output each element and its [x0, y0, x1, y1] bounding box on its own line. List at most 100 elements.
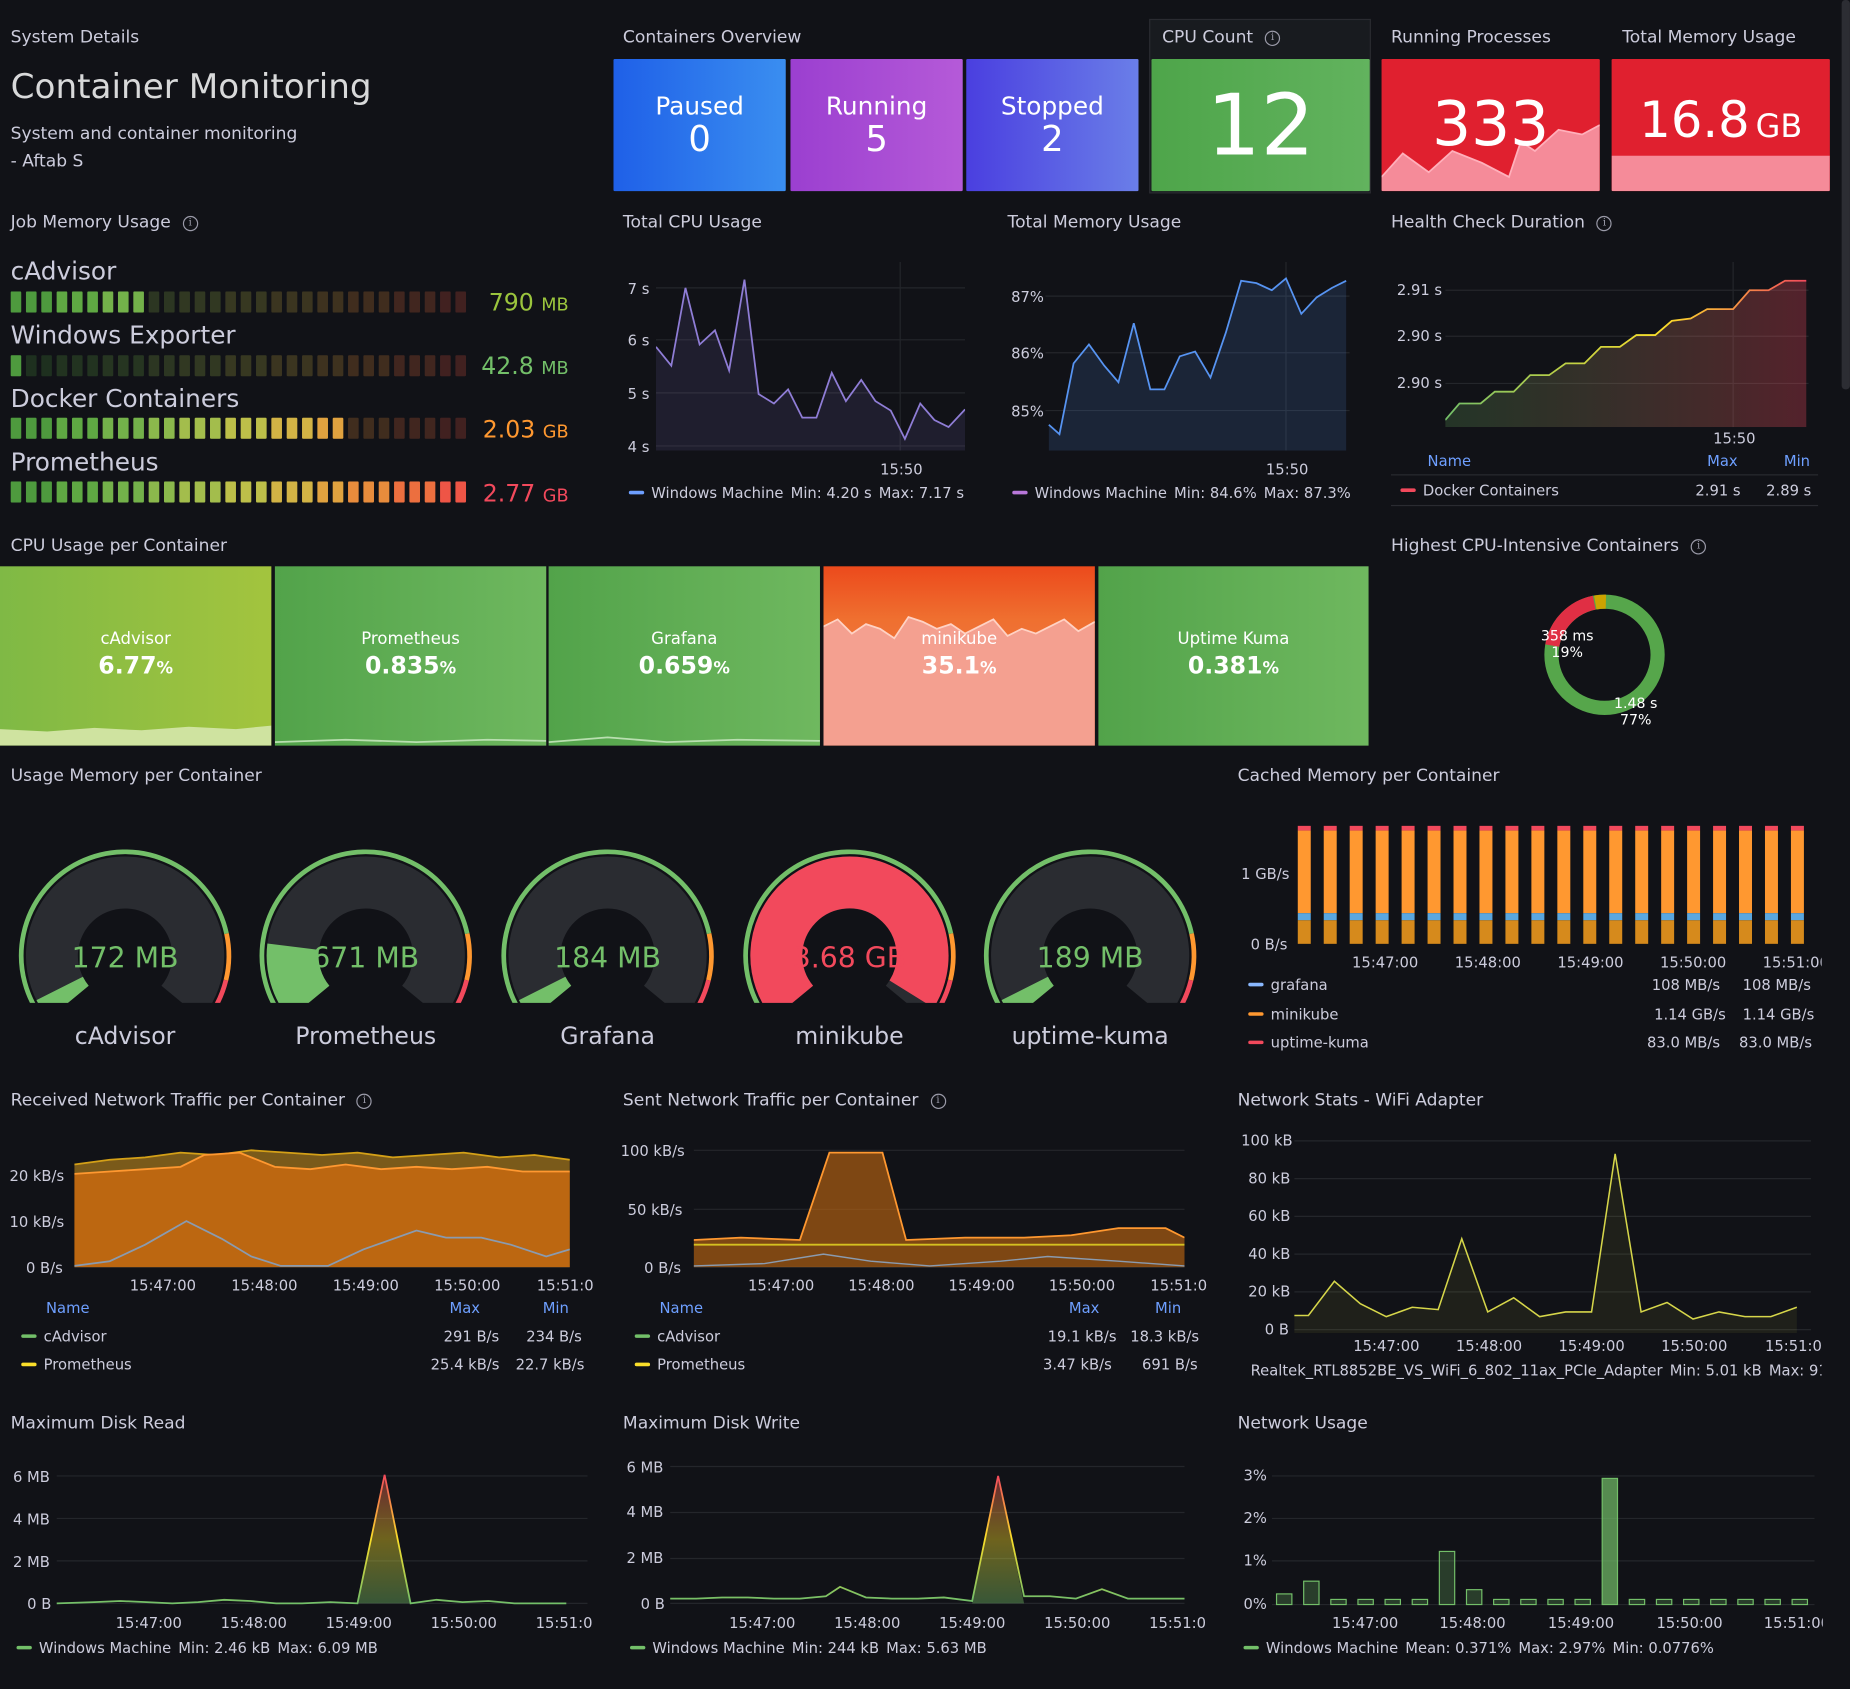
network-usage-bar[interactable]	[1493, 1598, 1510, 1606]
bar-grafana[interactable]	[1505, 913, 1519, 921]
bar-grafana[interactable]	[1583, 913, 1597, 921]
bar-minikube[interactable]	[1583, 830, 1597, 914]
network-usage-bar[interactable]	[1547, 1598, 1564, 1606]
bar-base[interactable]	[1297, 920, 1311, 944]
health-legend-row[interactable]: Docker Containers	[1400, 481, 1559, 499]
bar-grafana[interactable]	[1297, 913, 1311, 921]
col-name[interactable]: Name	[659, 1298, 704, 1317]
bar-base[interactable]	[1713, 920, 1727, 944]
bar-uptime-kuma[interactable]	[1427, 825, 1441, 831]
col-name[interactable]: Name	[1427, 451, 1472, 470]
bar-grafana[interactable]	[1635, 913, 1649, 921]
gauge-minikube[interactable]	[737, 838, 961, 1003]
bar-uptime-kuma[interactable]	[1349, 825, 1363, 831]
bar-base[interactable]	[1790, 920, 1804, 944]
bar-uptime-kuma[interactable]	[1609, 825, 1623, 831]
bar-grafana[interactable]	[1764, 913, 1778, 921]
network-usage-bar[interactable]	[1601, 1477, 1619, 1606]
bar-grafana[interactable]	[1401, 913, 1415, 921]
bar-minikube[interactable]	[1687, 830, 1701, 914]
recv-net-chart[interactable]	[74, 1139, 570, 1269]
bar-uptime-kuma[interactable]	[1505, 825, 1519, 831]
bar-grafana[interactable]	[1453, 913, 1467, 921]
bar-uptime-kuma[interactable]	[1583, 825, 1597, 831]
bar-base[interactable]	[1323, 920, 1337, 944]
col-min[interactable]: Min	[1155, 1298, 1182, 1317]
gauge-cadvisor[interactable]	[13, 838, 237, 1003]
sent-net-chart[interactable]	[693, 1139, 1185, 1269]
bar-uptime-kuma[interactable]	[1401, 825, 1415, 831]
bar-uptime-kuma[interactable]	[1453, 825, 1467, 831]
network-usage-bar[interactable]	[1628, 1598, 1646, 1606]
network-usage-bar[interactable]	[1438, 1550, 1456, 1606]
bar-grafana[interactable]	[1349, 913, 1363, 921]
tile-uptime-kuma[interactable]: Uptime Kuma 0.381%	[1098, 566, 1369, 746]
bar-uptime-kuma[interactable]	[1661, 825, 1675, 831]
total-cpu-legend[interactable]: Windows Machine Min: 4.20 s Max: 7.17 s	[628, 484, 964, 501]
gauge-prometheus[interactable]	[254, 838, 478, 1003]
col-max[interactable]: Max	[1707, 451, 1738, 470]
bar-grafana[interactable]	[1531, 913, 1545, 921]
tile-grafana[interactable]: Grafana 0.659%	[548, 566, 820, 746]
bar-minikube[interactable]	[1453, 830, 1467, 914]
bar-grafana[interactable]	[1479, 913, 1493, 921]
bar-base[interactable]	[1531, 920, 1545, 944]
bar-minikube[interactable]	[1609, 830, 1623, 914]
bar-minikube[interactable]	[1427, 830, 1441, 914]
info-icon[interactable]: i	[1264, 30, 1281, 46]
bar-minikube[interactable]	[1764, 830, 1778, 914]
stopped-stat[interactable]: Stopped 2	[966, 58, 1139, 192]
running-stat[interactable]: Running 5	[790, 58, 963, 192]
recv-row[interactable]: cAdvisor	[21, 1327, 107, 1345]
bar-minikube[interactable]	[1349, 830, 1363, 914]
network-usage-bar[interactable]	[1791, 1598, 1809, 1606]
network-usage-bar[interactable]	[1465, 1589, 1483, 1606]
bar-grafana[interactable]	[1739, 913, 1753, 921]
bar-base[interactable]	[1401, 920, 1415, 944]
network-usage-bar[interactable]	[1764, 1598, 1781, 1606]
bar-minikube[interactable]	[1297, 830, 1311, 914]
network-usage-bar[interactable]	[1357, 1598, 1374, 1606]
bar-base[interactable]	[1764, 920, 1778, 944]
cached-legend-row[interactable]: minikube	[1248, 1005, 1338, 1023]
bar-uptime-kuma[interactable]	[1297, 825, 1311, 831]
bar-grafana[interactable]	[1609, 913, 1623, 921]
bar-uptime-kuma[interactable]	[1557, 825, 1571, 831]
bar-base[interactable]	[1479, 920, 1493, 944]
disk-write-chart[interactable]	[670, 1457, 1185, 1610]
bar-uptime-kuma[interactable]	[1687, 825, 1701, 831]
bar-minikube[interactable]	[1401, 830, 1415, 914]
bar-base[interactable]	[1557, 920, 1571, 944]
bar-base[interactable]	[1635, 920, 1649, 944]
cached-legend-row[interactable]: grafana	[1248, 976, 1328, 993]
bar-uptime-kuma[interactable]	[1375, 825, 1389, 831]
disk-read-legend[interactable]: Windows Machine Min: 2.46 kB Max: 6.09 M…	[16, 1639, 378, 1656]
bar-base[interactable]	[1427, 920, 1441, 944]
total-memory-legend[interactable]: Windows Machine Min: 84.6% Max: 87.3%	[1012, 484, 1351, 501]
bar-grafana[interactable]	[1557, 913, 1571, 921]
bar-grafana[interactable]	[1687, 913, 1701, 921]
bar-base[interactable]	[1583, 920, 1597, 944]
bar-uptime-kuma[interactable]	[1479, 825, 1493, 831]
bar-uptime-kuma[interactable]	[1635, 825, 1649, 831]
cached-memory-chart[interactable]	[1293, 820, 1812, 950]
bar-uptime-kuma[interactable]	[1790, 825, 1804, 831]
bar-uptime-kuma[interactable]	[1713, 825, 1727, 831]
total-memory-stat[interactable]: 16.8 GB	[1611, 58, 1830, 192]
bar-base[interactable]	[1687, 920, 1701, 944]
bar-minikube[interactable]	[1661, 830, 1675, 914]
col-max[interactable]: Max	[1068, 1298, 1100, 1317]
wifi-chart[interactable]	[1294, 1133, 1811, 1334]
bar-grafana[interactable]	[1713, 913, 1727, 921]
bar-grafana[interactable]	[1323, 913, 1337, 921]
disk-write-legend[interactable]: Windows Machine Min: 244 kB Max: 5.63 MB	[630, 1639, 987, 1656]
info-icon[interactable]: i	[1596, 215, 1613, 231]
bar-grafana[interactable]	[1375, 913, 1389, 921]
bar-base[interactable]	[1505, 920, 1519, 944]
bar-grafana[interactable]	[1427, 913, 1441, 921]
running-processes-stat[interactable]: 333	[1381, 58, 1600, 192]
gauge-uptime-kuma[interactable]	[978, 838, 1202, 1003]
sent-row[interactable]: Prometheus	[634, 1356, 745, 1373]
network-usage-bar[interactable]	[1737, 1598, 1754, 1606]
bar-base[interactable]	[1739, 920, 1753, 944]
